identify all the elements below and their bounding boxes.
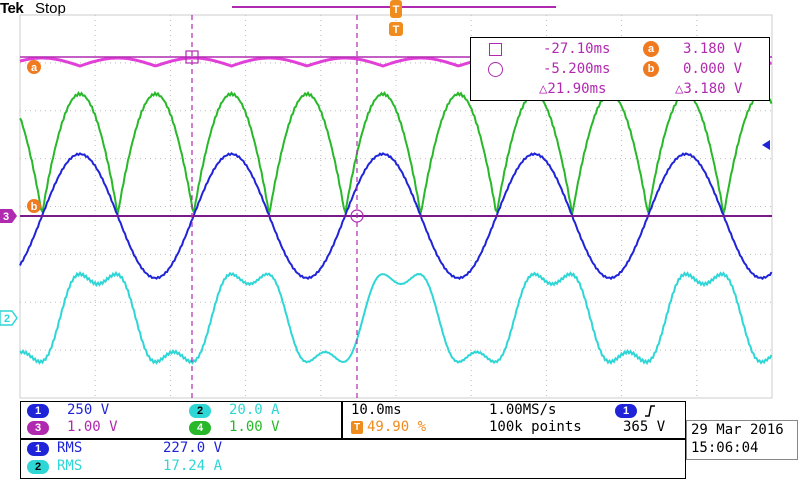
meas2-channel-badge[interactable]: 2 [27, 460, 49, 474]
ch2-marker-label: 2 [4, 313, 10, 325]
brand-label: Tek [0, 0, 24, 17]
trigger-position-label: T [393, 4, 400, 16]
cursor-readout-panel: -27.10ms a 3.180 V -5.200ms b 0.000 V △2… [470, 37, 770, 101]
timebase-panel: 10.0ms 1.00MS/s 1 T 49.90 % 100k points … [342, 401, 686, 439]
trigger-source-badge[interactable]: 1 [615, 404, 637, 418]
meas2-value: 17.24 A [163, 458, 223, 474]
measurement-panel: 1 RMS 227.0 V 2 RMS 17.24 A [20, 439, 686, 479]
time-label: 15:06:04 [691, 440, 759, 456]
cursor1-value: 3.180 V [683, 41, 743, 57]
ch3-badge[interactable]: 3 [27, 421, 49, 435]
trigger-marker-icon[interactable]: T T [389, 0, 403, 36]
trigger-level: 365 V [623, 419, 666, 435]
rising-edge-icon [645, 405, 655, 417]
trigger-marker-label: T [393, 24, 400, 36]
date-label: 29 Mar 2016 [691, 422, 784, 438]
cursor1-time: -27.10ms [543, 41, 611, 57]
ch2-ground-marker-icon[interactable]: 2 [0, 310, 18, 326]
meas1-type: RMS [57, 440, 83, 456]
cursor2-ref-badge: b [643, 61, 659, 77]
cursor-square-marker[interactable] [185, 50, 199, 64]
meas1-value: 227.0 V [163, 440, 223, 456]
acquisition-status: Stop [35, 0, 66, 17]
cursor-delta-value: △3.180 V [675, 81, 743, 97]
cursor-delta-time: △21.90ms [539, 81, 607, 97]
sample-rate: 1.00MS/s [489, 402, 557, 418]
ch4-badge[interactable]: 4 [189, 421, 211, 435]
trigger-pos-icon: T [351, 421, 363, 434]
ch1-scale: 250 V [67, 402, 110, 418]
ref-a-marker-icon[interactable]: a [27, 60, 41, 74]
time-per-div: 10.0ms [351, 402, 402, 418]
cursor1-ref-badge: a [643, 41, 659, 57]
meas1-channel-badge[interactable]: 1 [27, 442, 49, 456]
ch1-badge[interactable]: 1 [27, 404, 49, 418]
ref-b-marker-label: b [31, 201, 38, 213]
ch4-scale: 1.00 V [229, 419, 280, 435]
cursor2-time: -5.200ms [543, 61, 611, 77]
meas2-type: RMS [57, 458, 83, 474]
ch2-waveform [19, 270, 773, 366]
ch4-waveform [19, 90, 773, 217]
cursor-circle-icon [488, 62, 503, 77]
date-time-panel: 29 Mar 2016 15:06:04 [686, 420, 798, 460]
ch3-ground-marker-icon[interactable]: 3 [0, 209, 17, 223]
ch2-badge[interactable]: 2 [189, 404, 211, 418]
cursor-square-icon [489, 43, 502, 56]
ch2-scale: 20.0 A [229, 402, 280, 418]
ch1-level-arrow-icon[interactable] [762, 140, 770, 150]
cursor2-value: 0.000 V [683, 61, 743, 77]
ch1-waveform [19, 152, 773, 281]
trigger-position-value: 49.90 % [367, 419, 427, 435]
ch3-scale: 1.00 V [67, 419, 118, 435]
cursor-circle-marker[interactable] [350, 209, 364, 223]
ref-b-marker-icon[interactable]: b [27, 199, 41, 213]
channel-scale-panel: 1 250 V 2 20.0 A 3 1.00 V 4 1.00 V [20, 401, 342, 439]
ref-a-marker-label: a [31, 62, 38, 74]
record-length: 100k points [489, 419, 582, 435]
ch3-marker-label: 3 [3, 211, 9, 223]
